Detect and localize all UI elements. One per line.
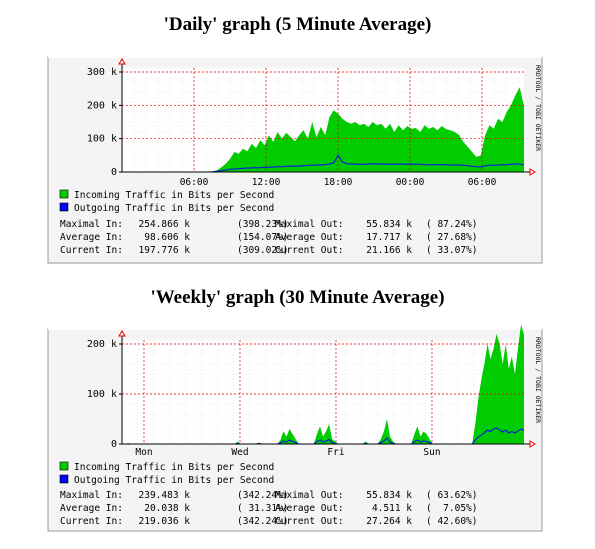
y-tick-label: 200 k	[87, 100, 117, 111]
stat-cell: ( 42.60%)	[426, 516, 477, 527]
weekly-graph-title: 'Weekly' graph (30 Minute Average)	[150, 287, 445, 308]
weekly-x-axis-arrow	[529, 440, 536, 448]
stat-cell: Average In:	[60, 232, 123, 243]
daily-incoming-area	[122, 87, 524, 172]
legend-swatch	[59, 189, 69, 199]
daily-graph-title: 'Daily' graph (5 Minute Average)	[163, 14, 432, 35]
stat-cell: ( 63.62%)	[426, 490, 477, 501]
stat-cell: Current Out:	[275, 516, 344, 527]
stat-cell: ( 7.05%)	[426, 503, 477, 514]
legend-label: Outgoing Traffic in Bits per Second	[74, 203, 274, 214]
legend-label: Incoming Traffic in Bits per Second	[74, 190, 274, 201]
legend-swatch	[59, 461, 69, 471]
stat-cell: Current In:	[60, 516, 123, 527]
stat-cell: Average In:	[60, 503, 123, 514]
weekly-graph: 0 100 k 200 k Mon Wed Fri Sun RRDTOOL / TOBI OE…	[47, 324, 543, 532]
y-tick-label: 300 k	[87, 67, 117, 78]
x-tick-label: 18:00	[324, 177, 353, 188]
stat-cell: 21.166 k	[366, 245, 412, 256]
x-tick-label: Sun	[423, 447, 440, 458]
y-tick-label: 100 k	[87, 389, 117, 400]
weekly-plot-area	[122, 340, 524, 444]
stat-cell: 17.717 k	[366, 232, 412, 243]
stat-cell: 20.038 k	[144, 503, 190, 514]
stat-cell: 55.834 k	[366, 490, 412, 501]
x-tick-label: Fri	[327, 447, 344, 458]
stat-cell: (342.24%)	[237, 490, 288, 501]
stat-cell: Current In:	[60, 245, 123, 256]
stat-cell: Average Out:	[275, 503, 344, 514]
daily-x-axis-arrow	[529, 168, 536, 176]
x-tick-label: 06:00	[180, 177, 209, 188]
legend-label: Outgoing Traffic in Bits per Second	[74, 475, 274, 486]
y-tick-label: 0	[111, 439, 117, 450]
y-tick-label: 100 k	[87, 134, 117, 145]
x-tick-label: 00:00	[396, 177, 425, 188]
stat-cell: 254.866 k	[139, 219, 191, 230]
stat-cell: 219.036 k	[139, 516, 191, 527]
weekly-incoming-area	[122, 324, 524, 444]
stat-cell: 4.511 k	[372, 503, 412, 514]
stat-cell: (309.02%)	[237, 245, 288, 256]
stat-cell: 27.264 k	[366, 516, 412, 527]
x-tick-label: 06:00	[468, 177, 497, 188]
legend-swatch	[59, 474, 69, 484]
daily-y-axis-arrow	[118, 58, 126, 65]
stat-cell: 98.606 k	[144, 232, 190, 243]
stat-cell: ( 87.24%)	[426, 219, 477, 230]
y-tick-label: 200 k	[87, 339, 117, 350]
y-tick-label: 0	[111, 167, 117, 178]
stat-cell: ( 33.07%)	[426, 245, 477, 256]
stat-cell: ( 27.68%)	[426, 232, 477, 243]
stat-cell: (154.07%)	[237, 232, 288, 243]
stat-cell: Average Out:	[275, 232, 344, 243]
weekly-rrdtool-credit: RRDTOOL / TOBI OETIKER	[534, 337, 542, 423]
stat-cell: Current Out:	[275, 245, 344, 256]
stat-cell: (398.23%)	[237, 219, 288, 230]
x-tick-label: 12:00	[252, 177, 281, 188]
legend-swatch	[59, 202, 69, 212]
stat-cell: Maximal In:	[60, 490, 123, 501]
stat-cell: Maximal In:	[60, 219, 123, 230]
x-tick-label: Mon	[135, 447, 152, 458]
stat-cell: ( 31.31%)	[237, 503, 288, 514]
daily-rrdtool-credit: RRDTOOL / TOBI OETIKER	[534, 65, 542, 151]
stat-cell: 239.483 k	[139, 490, 191, 501]
x-tick-label: Wed	[231, 447, 248, 458]
stat-cell: Maximal Out:	[275, 490, 344, 501]
legend-label: Incoming Traffic in Bits per Second	[74, 462, 274, 473]
stat-cell: (342.24%)	[237, 516, 288, 527]
daily-graph: 0 100 k 200 k 300 k 06:00 12:00 18:00 00:00 06:0…	[47, 56, 543, 264]
stat-cell: Maximal Out:	[275, 219, 344, 230]
weekly-y-axis-arrow	[118, 330, 126, 337]
stat-cell: 197.776 k	[139, 245, 191, 256]
stat-cell: 55.834 k	[366, 219, 412, 230]
